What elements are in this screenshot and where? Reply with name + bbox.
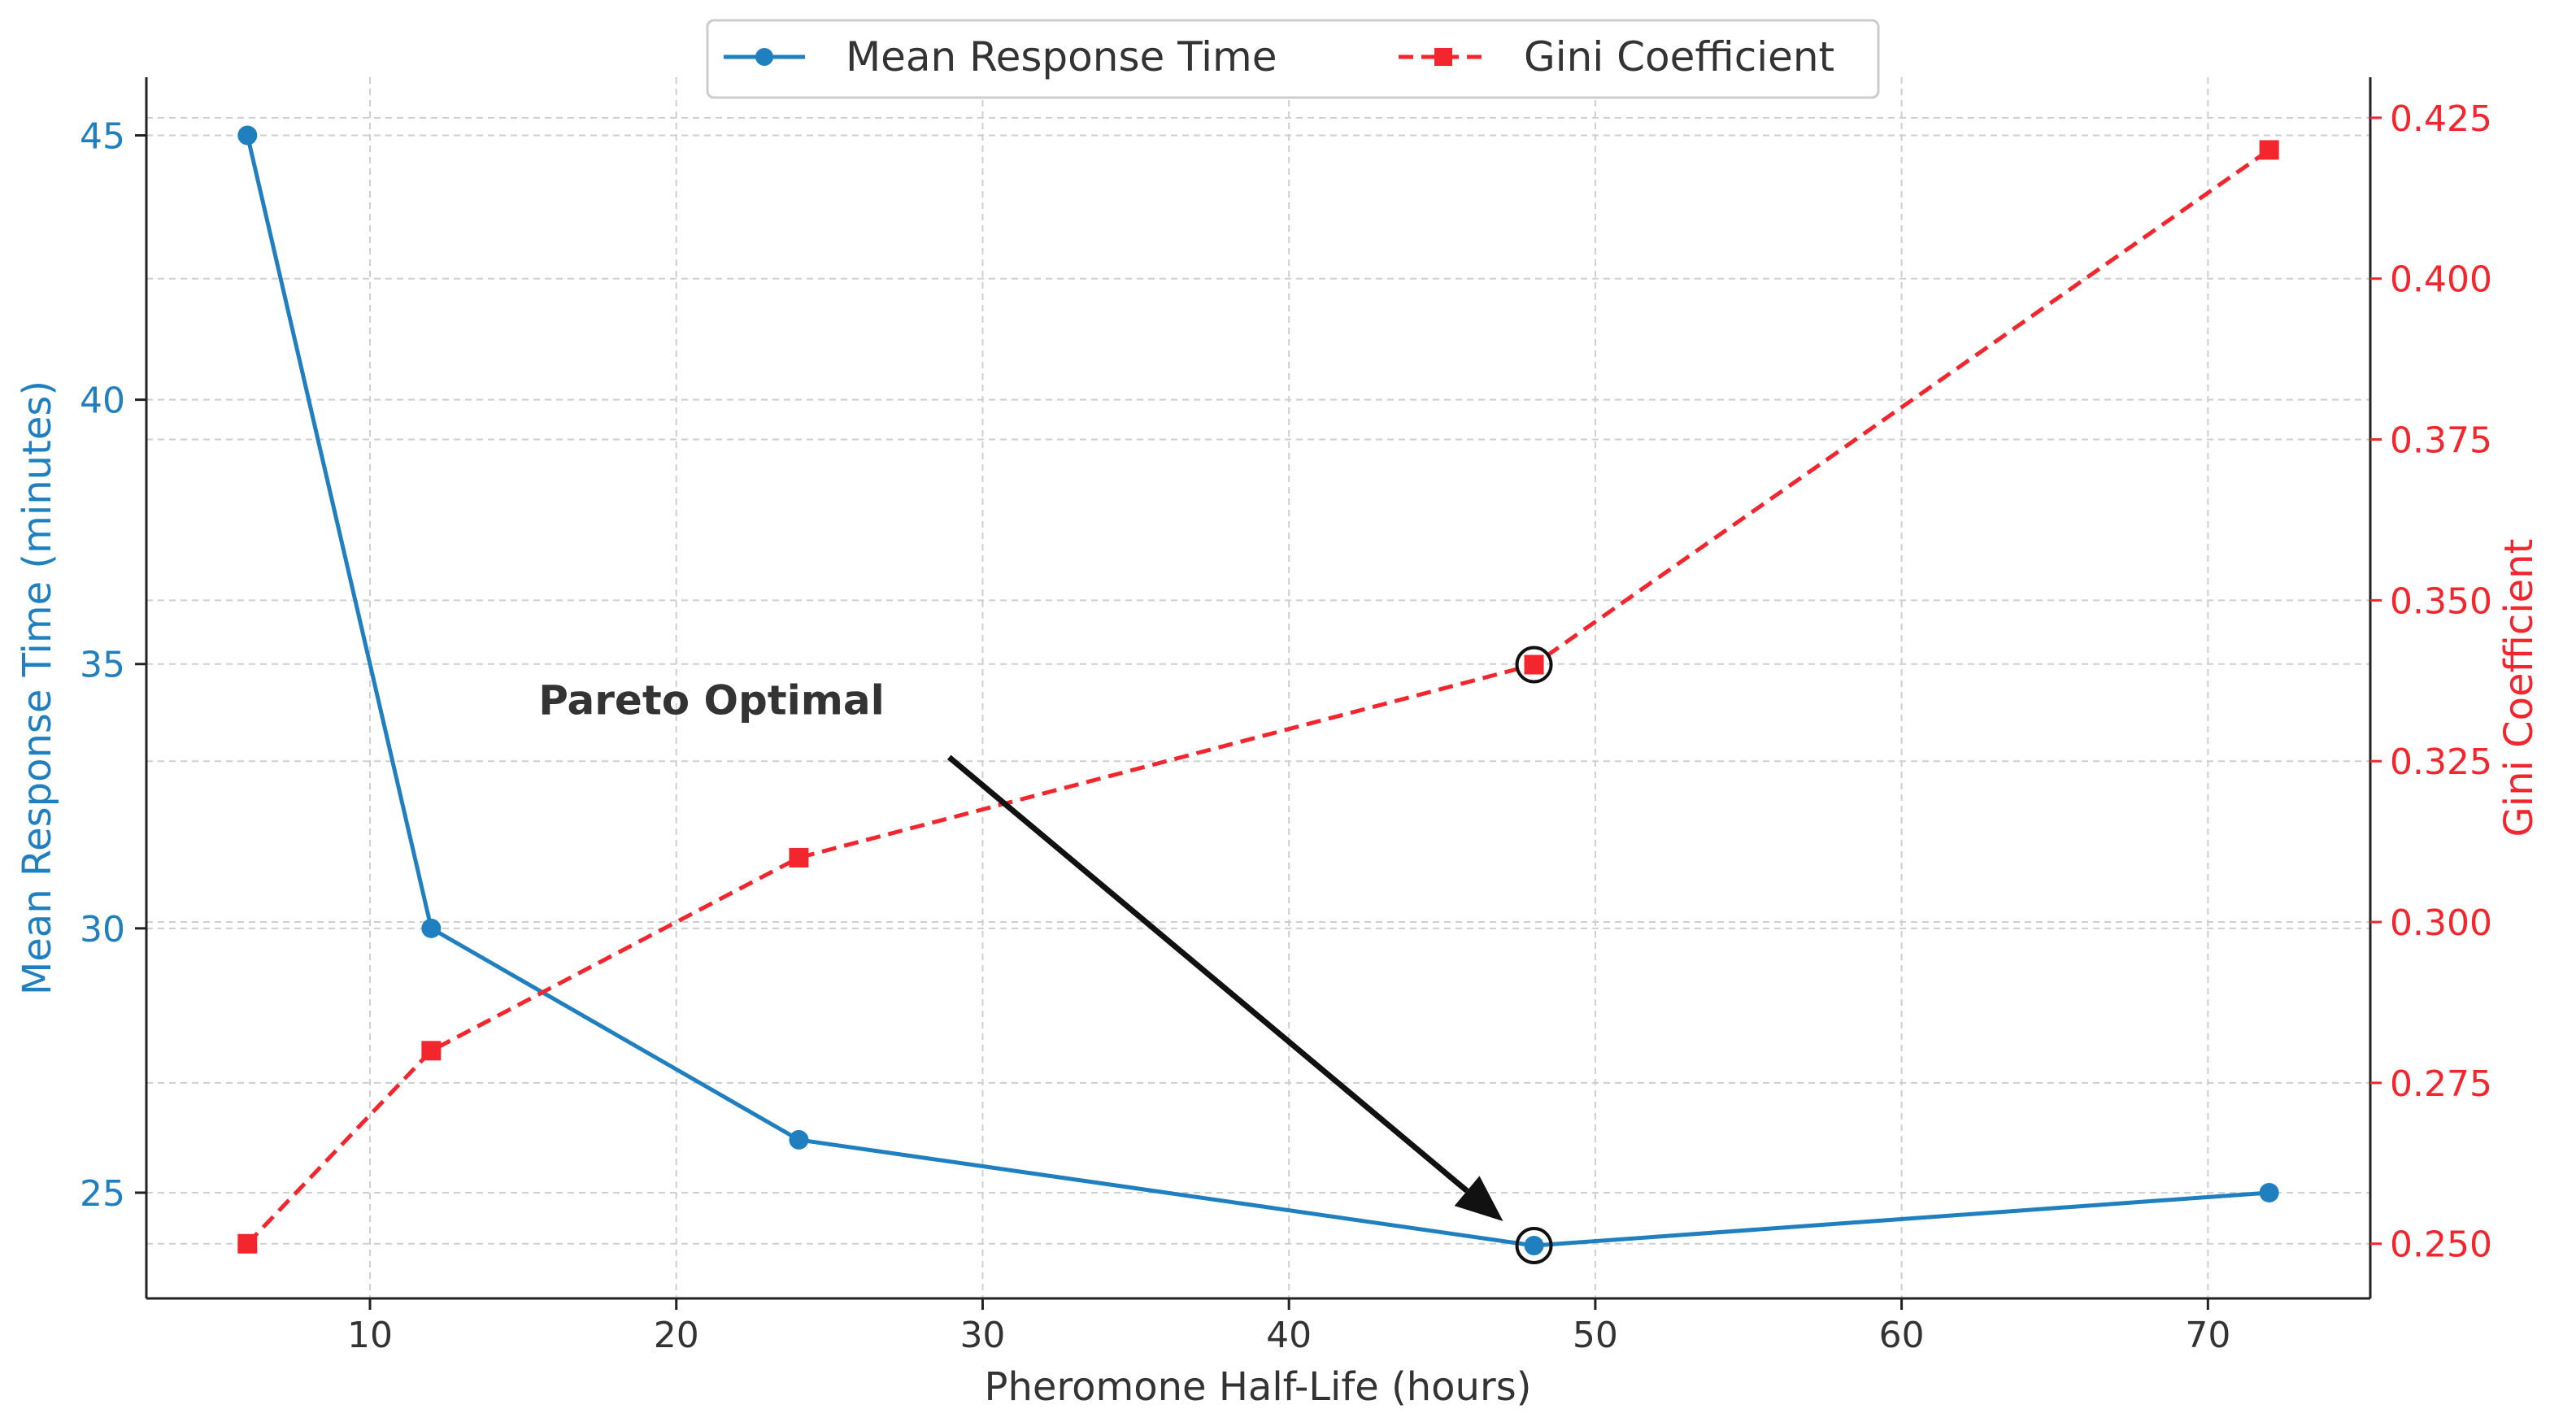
axes (145, 77, 2372, 1300)
annotation-arrow-shaft (946, 754, 1469, 1194)
y-right-tick-label: 0.375 (2390, 420, 2492, 462)
data-point-gini-coefficient (421, 1041, 442, 1061)
annotation-arrow-head (1454, 1176, 1503, 1221)
x-tick-label: 30 (959, 1315, 1005, 1356)
y-right-tick-label: 0.325 (2390, 741, 2492, 783)
y-axis-left-label: Mean Response Time (minutes) (15, 381, 60, 995)
data-point-mean-response-time (1524, 1235, 1544, 1255)
series (237, 125, 2279, 1255)
legend-marker-gini-coefficient (1434, 48, 1452, 66)
legend-label-mean-response-time: Mean Response Time (846, 33, 1277, 80)
ticks: 10 20 30 40 50 60 70 25 30 35 40 45 0.250 0.275 0.300 0… (80, 98, 2492, 1356)
legend: Mean Response Time Gini Coefficient (706, 19, 1880, 99)
data-point-gini-coefficient (789, 847, 809, 868)
pareto-highlight-ring (1515, 646, 1553, 684)
data-point-mean-response-time (421, 918, 442, 938)
y-right-tick-label: 0.275 (2390, 1063, 2492, 1105)
data-point-mean-response-time (237, 125, 258, 146)
x-tick-label: 50 (1573, 1315, 1618, 1356)
y-left-tick-label: 25 (80, 1173, 125, 1215)
y-right-tick-label: 0.425 (2390, 98, 2492, 140)
series-line-gini-coefficient (246, 148, 2271, 1246)
pareto-highlight-ring (1515, 1226, 1553, 1264)
y-left-tick-label: 40 (80, 381, 125, 422)
x-tick-label: 10 (347, 1315, 393, 1356)
data-point-gini-coefficient (237, 1233, 258, 1254)
x-tick-label: 40 (1266, 1315, 1312, 1356)
annotation: Pareto Optimal (538, 646, 1553, 1264)
x-axis-label: Pheromone Half-Life (hours) (985, 1364, 1532, 1410)
y-right-tick-label: 0.400 (2390, 259, 2492, 301)
y-right-tick-label: 0.300 (2390, 902, 2492, 944)
legend-label-gini-coefficient: Gini Coefficient (1524, 33, 1834, 80)
data-point-mean-response-time (789, 1129, 809, 1150)
data-point-gini-coefficient (1524, 654, 1544, 675)
legend-marker-mean-response-time (755, 48, 773, 66)
x-tick-label: 20 (654, 1315, 699, 1356)
y-right-tick-label: 0.350 (2390, 581, 2492, 622)
y-right-tick-label: 0.250 (2390, 1224, 2492, 1266)
annotation-label: Pareto Optimal (538, 676, 885, 724)
data-point-gini-coefficient (2259, 140, 2279, 160)
x-tick-label: 60 (1879, 1315, 1925, 1356)
x-tick-label: 70 (2185, 1315, 2230, 1356)
y-left-tick-label: 35 (80, 645, 125, 686)
grid (146, 77, 2370, 1298)
y-axis-right-label: Gini Coefficient (2496, 539, 2542, 837)
y-left-tick-label: 30 (80, 909, 125, 950)
y-left-tick-label: 45 (80, 116, 125, 158)
legend-box (706, 19, 1880, 99)
data-point-mean-response-time (2259, 1182, 2279, 1202)
